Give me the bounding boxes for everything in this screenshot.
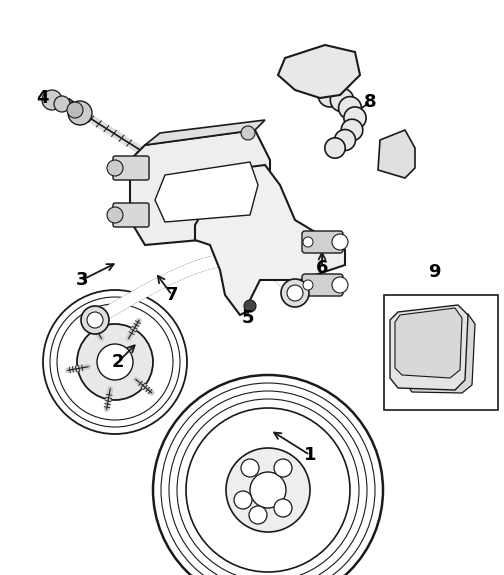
Polygon shape: [195, 165, 345, 315]
Text: 8: 8: [364, 93, 376, 111]
Polygon shape: [390, 305, 468, 390]
Polygon shape: [145, 120, 265, 145]
FancyBboxPatch shape: [113, 203, 149, 227]
Text: 5: 5: [242, 309, 254, 327]
Circle shape: [330, 89, 354, 112]
Circle shape: [244, 300, 256, 312]
Circle shape: [68, 101, 92, 125]
Text: 6: 6: [316, 259, 328, 277]
Polygon shape: [155, 162, 258, 222]
Circle shape: [107, 207, 123, 223]
Circle shape: [67, 102, 83, 118]
Text: 3: 3: [76, 271, 88, 289]
Circle shape: [325, 138, 345, 158]
Text: 4: 4: [36, 89, 48, 107]
Circle shape: [339, 97, 361, 120]
Circle shape: [54, 96, 70, 112]
Circle shape: [332, 277, 348, 293]
Circle shape: [87, 312, 103, 328]
Circle shape: [81, 306, 109, 334]
Text: 1: 1: [304, 446, 316, 464]
FancyBboxPatch shape: [302, 231, 343, 253]
Text: 7: 7: [166, 286, 178, 304]
Circle shape: [332, 234, 348, 250]
Circle shape: [287, 285, 303, 301]
Text: 2: 2: [112, 353, 124, 371]
Circle shape: [153, 375, 383, 575]
Circle shape: [77, 324, 153, 400]
Circle shape: [241, 126, 255, 140]
Circle shape: [186, 408, 350, 572]
Circle shape: [43, 290, 187, 434]
Polygon shape: [395, 308, 462, 378]
Circle shape: [341, 119, 363, 141]
Circle shape: [241, 459, 259, 477]
Circle shape: [42, 90, 62, 110]
FancyBboxPatch shape: [113, 156, 149, 180]
Circle shape: [226, 448, 310, 532]
Bar: [384, 295, 498, 410]
Circle shape: [318, 83, 342, 107]
Polygon shape: [378, 130, 415, 178]
Circle shape: [97, 344, 133, 380]
Polygon shape: [278, 45, 360, 98]
Circle shape: [344, 107, 366, 129]
Circle shape: [303, 280, 313, 290]
Polygon shape: [405, 314, 475, 393]
Polygon shape: [130, 130, 270, 245]
Circle shape: [249, 506, 267, 524]
Circle shape: [274, 459, 292, 477]
Circle shape: [303, 237, 313, 247]
Circle shape: [234, 491, 252, 509]
Circle shape: [250, 472, 286, 508]
Circle shape: [281, 279, 309, 307]
Circle shape: [274, 499, 292, 517]
FancyBboxPatch shape: [302, 274, 343, 296]
Circle shape: [335, 129, 355, 151]
Circle shape: [107, 160, 123, 176]
Text: 9: 9: [428, 263, 440, 281]
